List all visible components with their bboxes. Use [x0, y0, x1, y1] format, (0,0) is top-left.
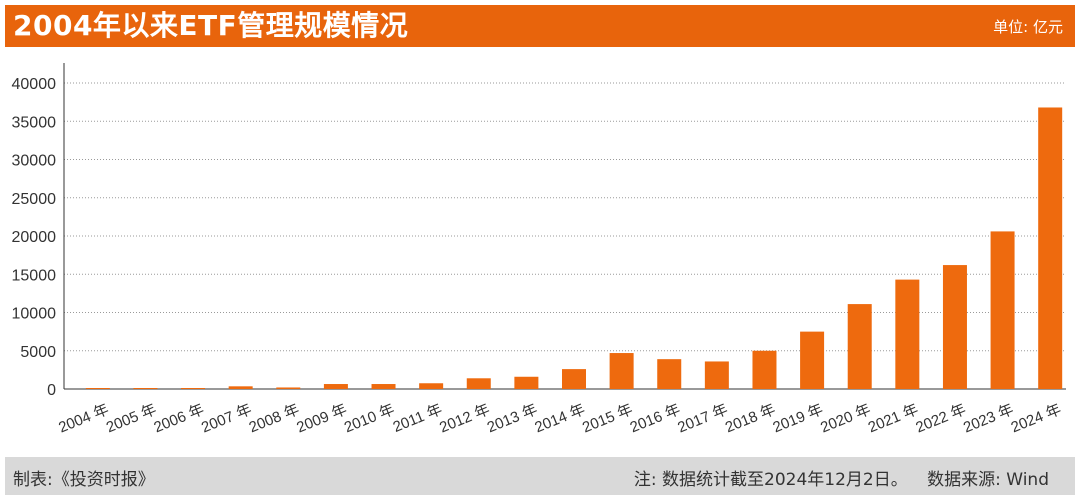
x-tick-label: 2014 年 [532, 401, 587, 436]
y-tick-label: 15000 [12, 267, 57, 284]
chart-area: 0 5000 10000 15000 20000 25000 30000 35000 40000… [0, 47, 1080, 455]
bar [228, 386, 253, 389]
x-tick-label: 2022 年 [913, 401, 968, 436]
x-tick-label: 2018 年 [723, 401, 778, 436]
bar [323, 384, 348, 389]
bar [85, 388, 110, 389]
y-tick-label: 35000 [12, 114, 57, 131]
x-tick-label: 2020 年 [818, 401, 873, 436]
x-tick-label: 2023 年 [961, 401, 1016, 436]
bar [800, 331, 825, 389]
footer-notes: 注: 数据统计截至2024年12月2日。 数据来源: Wind [634, 465, 1049, 490]
x-tick-label: 2005 年 [104, 401, 159, 436]
x-tick-label: 2021 年 [866, 401, 921, 436]
bar [609, 353, 634, 389]
x-tick-label: 2008 年 [247, 401, 302, 436]
bar-chart: 0 5000 10000 15000 20000 25000 30000 35000 40000… [12, 63, 1066, 436]
x-tick-label: 2016 年 [628, 401, 683, 436]
footer-credit: 制表:《投资时报》 [13, 470, 155, 490]
bar [276, 387, 301, 389]
y-tick-label: 0 [47, 382, 56, 399]
bar [752, 350, 777, 389]
x-tick-label: 2017 年 [675, 401, 730, 436]
bar [419, 383, 444, 389]
bar [562, 369, 586, 389]
footer-note: 注: 数据统计截至2024年12月2日。 [633, 470, 908, 490]
x-tick-label: 2010 年 [342, 401, 397, 436]
x-tick-label: 2019 年 [771, 401, 826, 436]
bar [1038, 107, 1063, 390]
x-tick-label: 2013 年 [485, 401, 540, 436]
header: 2004年以来ETF管理规模情况 单位: 亿元 [0, 0, 1080, 47]
x-tick-label: 2007 年 [199, 401, 254, 436]
bar [657, 359, 682, 389]
bar [466, 378, 491, 389]
y-tick-label: 40000 [12, 76, 57, 93]
y-tick-label: 5000 [20, 344, 56, 361]
bar [704, 361, 729, 389]
bar [847, 304, 872, 389]
title-banner: 2004年以来ETF管理规模情况 单位: 亿元 [5, 5, 1075, 47]
footer: 制表:《投资时报》 注: 数据统计截至2024年12月2日。 数据来源: Win… [5, 457, 1075, 495]
y-tick-label: 30000 [12, 153, 57, 170]
bar [990, 231, 1015, 389]
bar [942, 265, 967, 389]
bar [371, 384, 396, 389]
chart-title: 2004年以来ETF管理规模情况 [13, 9, 409, 42]
x-tick-label: 2006 年 [151, 401, 206, 436]
x-tick-label: 2011 年 [391, 401, 445, 436]
footer-source: 数据来源: Wind [927, 470, 1049, 490]
bar [181, 388, 206, 389]
x-tick-label: 2024 年 [1009, 401, 1064, 436]
unit-label: 单位: 亿元 [993, 18, 1063, 36]
bar [133, 388, 158, 389]
x-tick-label: 2012 年 [437, 401, 492, 436]
bar [895, 279, 920, 389]
x-tick-label: 2015 年 [580, 401, 635, 436]
y-tick-label: 25000 [12, 191, 57, 208]
y-tick-label: 10000 [12, 306, 57, 323]
y-tick-label: 20000 [12, 229, 57, 246]
bar [514, 376, 539, 389]
x-tick-label: 2004 年 [56, 401, 111, 436]
x-tick-label: 2009 年 [294, 401, 349, 436]
